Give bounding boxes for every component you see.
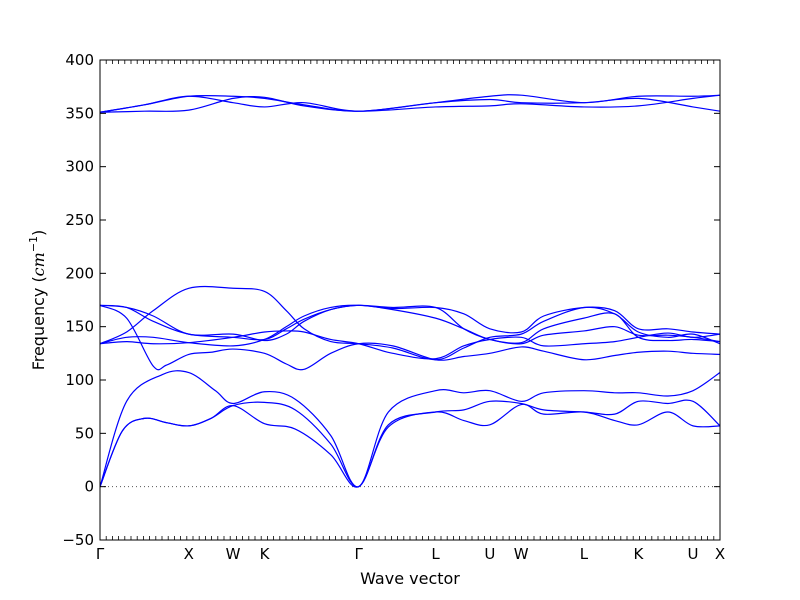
band-4 [99, 304, 721, 371]
band-12 [99, 94, 721, 113]
y-axis: −50 0 50 100 150 200 250 300 350 400 [62, 51, 720, 549]
x-tick-label: Γ [354, 545, 363, 563]
x-tick-label: L [431, 545, 440, 563]
y-tick-label: 250 [65, 211, 94, 229]
x-axis-label: Wave vector [360, 569, 460, 588]
y-axis-label-prefix: Frequency ( [29, 276, 48, 370]
y-tick-label: 50 [75, 424, 94, 442]
y-tick-label: 300 [65, 158, 94, 176]
y-tick-label: 150 [65, 318, 94, 336]
band-series [99, 94, 721, 488]
x-tick-label: W [226, 545, 241, 563]
y-tick-label: 0 [84, 478, 94, 496]
band-2 [99, 399, 721, 488]
x-tick-label: U [484, 545, 495, 563]
x-tick-label: K [260, 545, 271, 563]
y-tick-label: 200 [65, 264, 94, 282]
y-axis-label: Frequency (cm−1) [27, 230, 48, 371]
y-axis-label-exponent: −1 [27, 236, 40, 252]
y-tick-label: 100 [65, 371, 94, 389]
x-tick-label: L [580, 545, 589, 563]
y-axis-label-suffix: ) [29, 230, 48, 236]
x-tick-label: W [514, 545, 529, 563]
y-tick-label: −50 [62, 531, 94, 549]
y-axis-label-unit: cm [29, 252, 48, 276]
band-6 [99, 304, 721, 347]
y-tick-label: 400 [65, 51, 94, 69]
band-7 [99, 304, 721, 341]
plot-background [100, 60, 720, 540]
band-11 [99, 95, 721, 113]
band-3 [99, 370, 721, 488]
plot-area [100, 60, 720, 540]
y-tick-label: 350 [65, 104, 94, 122]
x-tick-label: K [633, 545, 644, 563]
x-tick-label: X [184, 545, 194, 563]
band-9 [99, 304, 721, 345]
x-tick-label: Γ [96, 545, 105, 563]
band-8 [99, 330, 721, 360]
x-tick-label: U [688, 545, 699, 563]
x-tick-label: X [715, 545, 725, 563]
band-5 [99, 285, 721, 361]
